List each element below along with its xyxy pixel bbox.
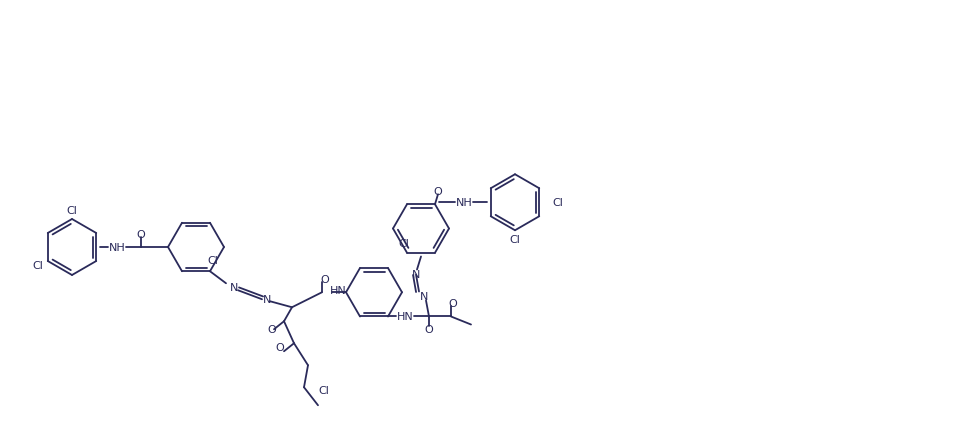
Text: N: N bbox=[420, 292, 428, 302]
Text: Cl: Cl bbox=[318, 385, 329, 395]
Text: N: N bbox=[411, 270, 420, 280]
Text: NH: NH bbox=[108, 243, 126, 252]
Text: Cl: Cl bbox=[509, 235, 521, 245]
Text: Cl: Cl bbox=[33, 261, 43, 270]
Text: Cl: Cl bbox=[399, 238, 409, 248]
Text: O: O bbox=[449, 299, 457, 309]
Text: O: O bbox=[320, 275, 329, 285]
Text: O: O bbox=[433, 187, 442, 197]
Text: N: N bbox=[263, 295, 271, 304]
Text: Cl: Cl bbox=[66, 206, 78, 215]
Text: NH: NH bbox=[456, 198, 473, 208]
Text: O: O bbox=[275, 342, 285, 353]
Text: O: O bbox=[268, 325, 276, 335]
Text: O: O bbox=[136, 230, 146, 240]
Text: Cl: Cl bbox=[207, 256, 219, 266]
Text: O: O bbox=[425, 325, 433, 335]
Text: HN: HN bbox=[330, 286, 346, 295]
Text: HN: HN bbox=[397, 312, 413, 322]
Text: N: N bbox=[230, 283, 238, 292]
Text: Cl: Cl bbox=[552, 198, 563, 208]
